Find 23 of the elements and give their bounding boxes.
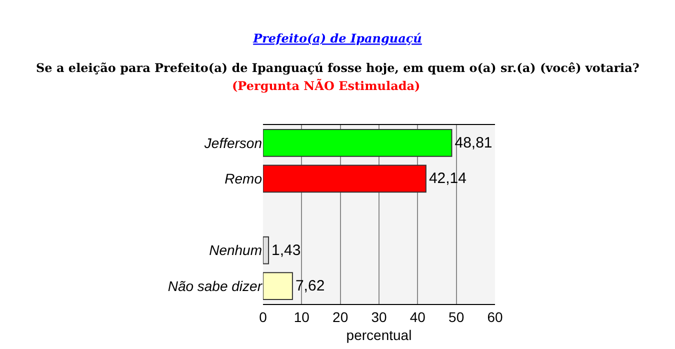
data-label: 7,62	[295, 278, 325, 295]
x-tick-label: 30	[371, 308, 387, 325]
data-label: 42,14	[428, 170, 466, 188]
x-tick-label: 60	[487, 308, 503, 325]
bar	[263, 272, 293, 300]
bar	[263, 164, 426, 193]
x-tick-label: 40	[410, 308, 426, 325]
bar	[263, 236, 270, 264]
x-tick-label: 50	[448, 308, 464, 325]
x-tick-label: 10	[294, 308, 310, 325]
y-tick-label: Remo	[224, 170, 262, 187]
x-tick-label: 20	[332, 308, 348, 325]
y-tick-label: Nenhum	[209, 242, 262, 258]
x-axis-title: percentual	[346, 327, 412, 344]
x-tick-label: 0	[259, 308, 268, 325]
data-label: 48,81	[454, 134, 492, 152]
bar	[263, 128, 452, 157]
chart-subtitle: Se a eleição para Prefeito(a) de Ipanguaçú fosse hoje, em quem o(a) sr.(a) (você) votaria?	[36, 61, 640, 75]
y-tick-label: Jefferson	[203, 134, 262, 151]
data-label: 1,43	[272, 242, 301, 259]
y-tick-label: Não sabe dizer	[168, 278, 264, 294]
text: (Pergunta NÃO Estimulada)	[232, 78, 420, 93]
chart-title: Prefeito(a) de Ipanguaçú	[252, 32, 422, 46]
